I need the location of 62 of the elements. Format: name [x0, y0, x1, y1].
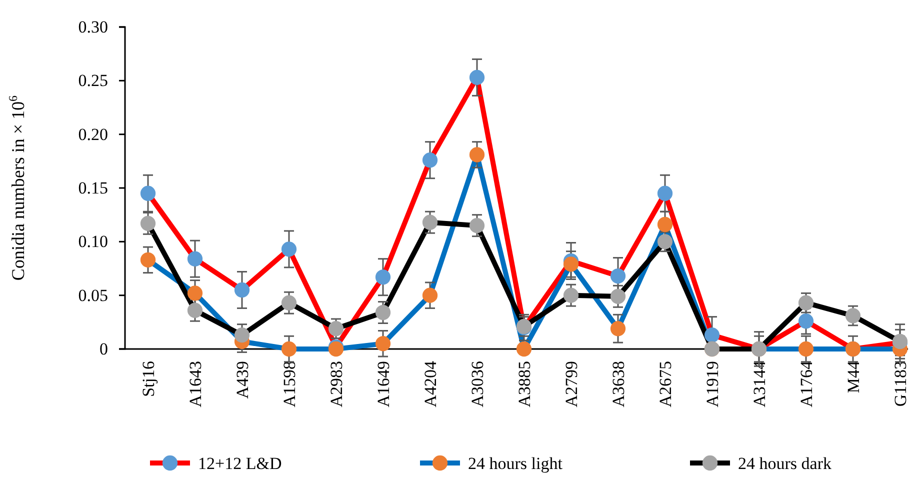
point — [563, 256, 579, 272]
point — [657, 234, 673, 250]
x-tick-label: A1919 — [702, 361, 722, 408]
point — [422, 214, 438, 230]
point — [422, 288, 438, 303]
x-tick-label: A2983 — [326, 361, 346, 408]
point — [140, 186, 156, 201]
point — [375, 304, 391, 320]
point — [563, 288, 579, 303]
x-tick-label: A439 — [232, 361, 252, 399]
legend-label: 24 hours light — [468, 454, 563, 473]
point — [187, 302, 203, 318]
y-tick-label: 0.15 — [78, 178, 108, 198]
y-tick-label: 0.10 — [78, 232, 108, 252]
x-tick-label: A3144 — [750, 360, 769, 408]
y-tick-label: 0.30 — [78, 17, 108, 36]
point — [140, 216, 156, 231]
point — [657, 216, 673, 232]
point — [281, 242, 297, 257]
point — [798, 314, 814, 329]
point — [610, 321, 626, 336]
x-tick-label: Stj16 — [138, 361, 158, 397]
y-tick-label: 0.05 — [78, 286, 108, 305]
legend-label: 12+12 L&D — [198, 454, 282, 473]
x-tick-label: A1643 — [186, 361, 205, 408]
point — [469, 218, 485, 234]
point — [469, 70, 485, 85]
point — [187, 286, 203, 301]
x-tick-label: A2675 — [656, 361, 675, 408]
point — [234, 282, 250, 298]
point — [140, 252, 156, 268]
point — [845, 308, 861, 324]
x-tick-label: A3638 — [608, 361, 628, 408]
x-tick-label: A3036 — [468, 361, 487, 408]
point — [516, 341, 532, 357]
point — [281, 295, 297, 310]
point — [328, 321, 344, 336]
point — [375, 336, 391, 352]
x-tick-label: A1764 — [796, 360, 816, 408]
x-tick-label: M44 — [844, 360, 863, 394]
x-tick-label: A1649 — [374, 361, 393, 408]
x-tick-label: A4204 — [420, 360, 440, 408]
x-tick-label: A3885 — [514, 361, 534, 408]
point — [704, 327, 720, 343]
point — [469, 147, 485, 162]
point — [798, 295, 814, 310]
y-tick-label: 0.20 — [78, 124, 108, 144]
x-tick-label: G1183 — [890, 361, 910, 407]
legend-label: 24 hours dark — [738, 454, 832, 473]
point — [187, 251, 203, 266]
point — [422, 152, 438, 168]
x-tick-label: A2799 — [562, 361, 581, 408]
y-tick-label: 0 — [100, 339, 108, 358]
point — [657, 186, 673, 201]
x-tick-label: A1598 — [280, 361, 299, 408]
point — [798, 341, 814, 357]
point — [610, 268, 626, 284]
point — [281, 341, 297, 357]
y-tick-label: 0.25 — [78, 71, 108, 90]
point — [234, 327, 250, 343]
point — [610, 288, 626, 304]
point — [375, 270, 391, 285]
